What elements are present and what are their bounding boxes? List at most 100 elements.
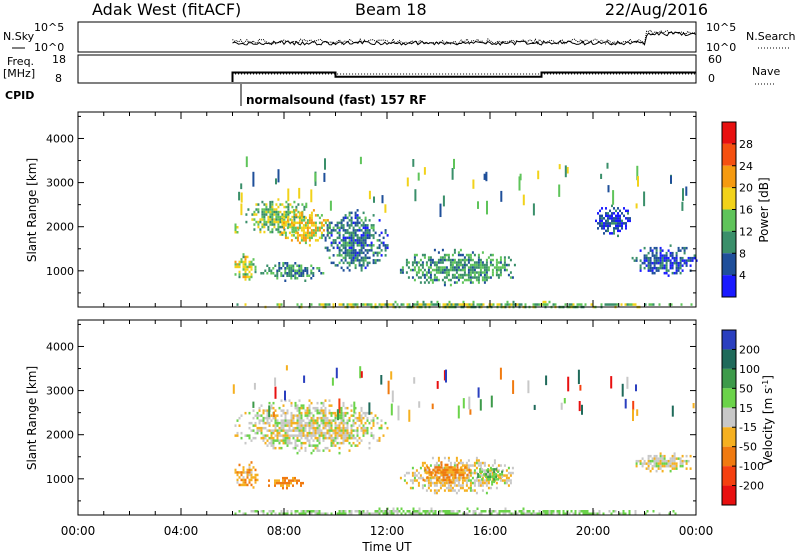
heatmap-cell (597, 227, 599, 230)
heatmap-cell (610, 376, 613, 389)
heatmap-cell (292, 264, 295, 267)
heatmap-cell (554, 303, 557, 306)
heatmap-cell (340, 303, 343, 306)
heatmap-cell (316, 267, 319, 270)
heatmap-cell (402, 303, 405, 306)
heatmap-cell (576, 303, 579, 306)
heatmap-cell (450, 510, 453, 513)
heatmap-cell (344, 414, 347, 417)
heatmap-cell (360, 239, 363, 242)
heatmap-cell (356, 429, 359, 432)
heatmap-cell (328, 411, 331, 415)
heatmap-cell (314, 224, 317, 227)
heatmap-cell (617, 222, 619, 225)
heatmap-cell (649, 264, 652, 267)
heatmap-cell (477, 266, 480, 269)
heatmap-cell (441, 278, 444, 282)
heatmap-cell (328, 226, 331, 230)
heatmap-cell (452, 512, 455, 515)
heatmap-cell (286, 441, 289, 445)
heatmap-cell (298, 419, 301, 422)
heatmap-cell (384, 249, 387, 252)
heatmap-cell (617, 219, 619, 223)
heatmap-cell (501, 479, 504, 482)
heatmap-cell (675, 264, 678, 267)
heatmap-cell (348, 224, 351, 227)
heatmap-cell (647, 266, 650, 270)
heatmap-cell (493, 478, 496, 481)
heatmap-cell (663, 256, 666, 260)
heatmap-cell (320, 303, 323, 306)
heatmap-cell (244, 483, 247, 487)
heatmap-cell (475, 271, 478, 274)
heatmap-cell (396, 507, 399, 510)
heatmap-cell (655, 261, 658, 265)
heatmap-cell (284, 431, 287, 435)
heatmap-cell (253, 218, 256, 221)
heatmap-cell (657, 457, 660, 460)
heatmap-cell (272, 424, 275, 427)
heatmap-cell (356, 256, 359, 260)
heatmap-cell (254, 270, 257, 274)
heatmap-cell (417, 268, 420, 272)
heatmap-cell (552, 510, 555, 513)
heatmap-cell (480, 303, 483, 306)
heatmap-cell (479, 479, 482, 482)
heatmap-cell (462, 300, 465, 304)
y-tick-label: 4000 (46, 340, 74, 353)
heatmap-cell (304, 216, 307, 220)
heatmap-cell (465, 464, 468, 467)
heatmap-cell (368, 303, 371, 306)
heatmap-cell (479, 466, 482, 470)
heatmap-cell (360, 371, 363, 378)
heatmap-cell (300, 303, 303, 306)
heatmap-cell (372, 251, 375, 255)
heatmap-cell (372, 261, 375, 265)
heatmap-cell (430, 303, 433, 306)
heatmap-cell (288, 419, 291, 422)
heatmap-cell (491, 474, 494, 477)
heatmap-cell (584, 512, 587, 515)
heatmap-cell (476, 507, 479, 510)
heatmap-cell (250, 268, 253, 271)
heatmap-cell (461, 486, 464, 490)
heatmap-cell (362, 431, 365, 435)
heatmap-cell (360, 406, 363, 410)
heatmap-cell (234, 263, 237, 266)
heatmap-cell (671, 462, 674, 465)
heatmap-cell (454, 471, 457, 474)
heatmap-cell (342, 416, 345, 420)
heatmap-cell (366, 512, 369, 515)
heatmap-cell (284, 236, 287, 240)
heatmap-cell (617, 214, 619, 218)
heatmap-cell (477, 461, 480, 465)
heatmap-cell (416, 300, 419, 304)
heatmap-cell (340, 414, 343, 417)
heatmap-cell (274, 419, 277, 422)
heatmap-cell (338, 229, 341, 232)
heatmap-cell (403, 474, 406, 477)
heatmap-cell (318, 429, 321, 432)
heatmap-cell (505, 469, 508, 472)
heatmap-cell (358, 229, 361, 232)
heatmap-cell (426, 510, 429, 513)
heatmap-cell (465, 481, 468, 485)
heatmap-cell (320, 409, 323, 412)
heatmap-cell (479, 481, 482, 485)
heatmap-cell (318, 303, 321, 306)
heatmap-cell (629, 219, 631, 223)
heatmap-cell (308, 231, 311, 235)
heatmap-cell (423, 276, 426, 279)
heatmap-cell (334, 444, 337, 447)
heatmap-cell (273, 208, 276, 211)
heatmap-cell (444, 303, 447, 306)
heatmap-cell (278, 406, 281, 410)
heatmap-cell (342, 512, 345, 515)
heatmap-cell (423, 167, 426, 175)
heatmap-cell (272, 416, 275, 420)
heatmap-cell (490, 510, 493, 513)
heatmap-cell (340, 426, 343, 430)
heatmap-cell (495, 261, 498, 264)
heatmap-cell (479, 468, 482, 471)
heatmap-cell (275, 203, 278, 206)
